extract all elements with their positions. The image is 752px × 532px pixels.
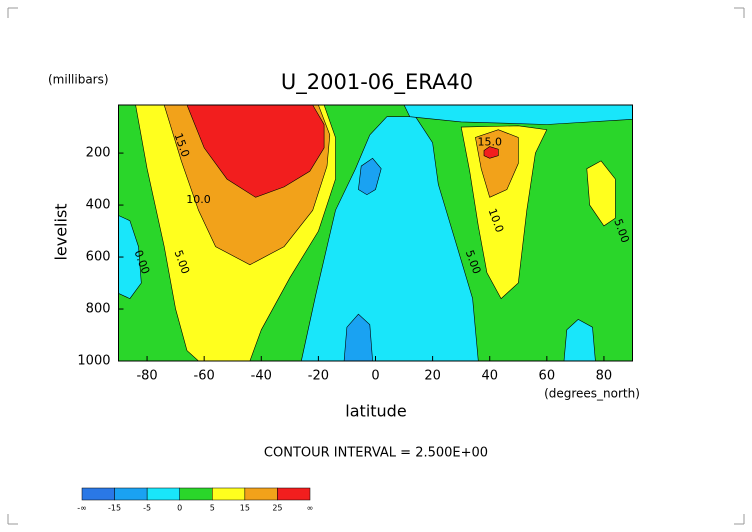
colorbar-swatch — [81, 487, 115, 501]
x-tick-label: -20 — [308, 369, 329, 384]
y-axis-label: levelist — [52, 203, 71, 260]
x-tick-label: 0 — [371, 369, 379, 384]
contour-region — [475, 129, 519, 198]
contour-region — [483, 146, 499, 159]
x-tick-label: -80 — [136, 369, 157, 384]
colorbar-label: ∞ — [307, 504, 314, 513]
colorbar-label: 15 — [240, 504, 250, 513]
x-unit: (degrees_north) — [544, 387, 640, 401]
x-tick-label: 20 — [424, 369, 441, 384]
x-tick-label: 80 — [596, 369, 613, 384]
colorbar-label: 25 — [272, 504, 282, 513]
contour-region — [586, 160, 616, 227]
x-tick-label: -40 — [251, 369, 272, 384]
colorbar-label: 0 — [177, 504, 182, 513]
chart-title: U_2001-06_ERA40 — [281, 70, 473, 95]
annotation: CONTOUR INTERVAL = 2.500E+00 — [264, 446, 488, 461]
contour-label: 15.0 — [477, 136, 502, 149]
colorbar-swatch — [277, 487, 311, 501]
crop-marks — [7, 7, 745, 525]
colorbar-swatch — [179, 487, 213, 501]
y-tick-label: 200 — [86, 146, 111, 161]
x-tick-label: 40 — [481, 369, 498, 384]
y-tick-label: 600 — [86, 250, 111, 265]
colorbar-swatch — [146, 487, 180, 501]
colorbar-label: -5 — [143, 504, 151, 513]
y-unit: (millibars) — [48, 73, 109, 87]
colorbar-swatch — [114, 487, 148, 501]
contour-region — [186, 104, 325, 198]
y-tick-label: 400 — [86, 198, 111, 213]
colorbar-label: -∞ — [77, 504, 87, 513]
colorbar: -∞ -15 -5 0 5 15 25 ∞ — [77, 487, 314, 513]
y-tick-label: 800 — [86, 302, 111, 317]
contour-label: 10.0 — [186, 193, 211, 206]
colorbar-label: -15 — [108, 504, 121, 513]
x-axis-label: latitude — [345, 402, 406, 421]
contour-region — [358, 157, 382, 196]
x-tick-label: 60 — [539, 369, 556, 384]
x-tick-label: -60 — [194, 369, 215, 384]
colorbar-swatch — [244, 487, 278, 501]
colorbar-swatch — [212, 487, 246, 501]
colorbar-label: 5 — [210, 504, 215, 513]
y-tick-label: 1000 — [77, 354, 110, 369]
